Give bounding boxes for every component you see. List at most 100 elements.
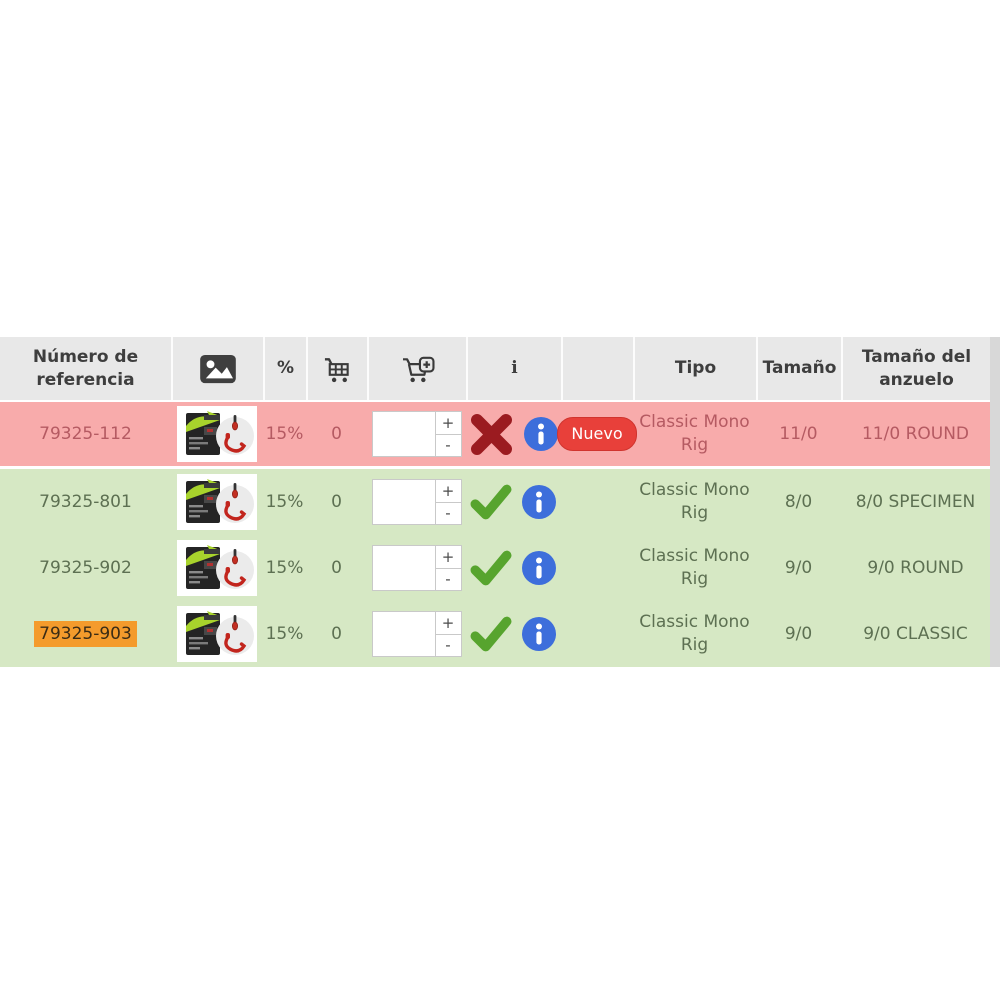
tamano-value: 8/0 [784,491,813,512]
spinner: + - [434,546,461,590]
tamano-cell: 8/0 [756,469,841,535]
quantity-decrement-button[interactable]: - [435,634,461,656]
tamano-cell: 11/0 [756,402,841,466]
reference-value: 79325-112 [39,423,132,444]
highlighted-reference-value: 79325-903 [34,620,137,648]
info-circle-icon[interactable] [523,416,559,452]
thumbnail-cell[interactable] [171,601,263,667]
table-row-79325-903: 79325-903 15% 0 + - Classic Mono Rig 9/0… [0,601,990,667]
tamano-value: 9/0 [784,623,813,644]
header-percent: % [263,337,306,400]
anzuelo-value: 9/0 CLASSIC [863,623,968,644]
tipo-cell: Classic Mono Rig [633,469,756,535]
tamano-cell: 9/0 [756,535,841,601]
table-row-79325-902: 79325-902 15% 0 + - Classic Mono Rig 9/0… [0,535,990,601]
check-icon [470,550,512,586]
quantity-stepper: + - [371,479,462,525]
stock-cell: 0 [306,535,367,601]
tamano-cell: 9/0 [756,601,841,667]
info-label: i [511,358,518,379]
discount-cell: 15% [263,402,306,466]
stock-cell: 0 [306,402,367,466]
quantity-input[interactable] [372,480,435,524]
discount-value: 15% [265,491,304,512]
product-thumbnail [177,406,257,462]
badge-cell [561,535,633,601]
availability-cell [466,601,561,667]
anzuelo-cell: 8/0 SPECIMEN [841,469,990,535]
discount-value: 15% [265,557,304,578]
info-circle-icon[interactable] [521,550,557,586]
product-thumbnail [177,606,257,662]
scrollbar-track[interactable] [990,337,1000,667]
badge-cell [561,469,633,535]
header-badge-column [561,337,633,400]
tipo-value: Classic Mono Rig [639,546,750,589]
quantity-input[interactable] [372,546,435,590]
tipo-label: Tipo [674,358,717,379]
x-icon [469,414,514,455]
spinner: + - [434,412,461,456]
header-cart [306,337,367,400]
quantity-decrement-button[interactable]: - [435,434,461,456]
thumbnail-cell[interactable] [171,535,263,601]
reference-value: 79325-902 [39,557,132,578]
stock-value: 0 [331,623,342,644]
table-header: Número de referencia % i Tipo Tamaño Tam… [0,337,990,400]
product-thumbnail [177,540,257,596]
tamano-label: Tamaño [762,358,837,379]
quantity-increment-button[interactable]: + [435,412,461,435]
cart-plus-icon [400,354,436,383]
discount-cell: 15% [263,469,306,535]
info-circle-icon[interactable] [521,484,557,520]
quantity-decrement-button[interactable]: - [435,568,461,590]
header-tamano: Tamaño [756,337,841,400]
cart-icon [322,354,353,383]
tipo-value: Classic Mono Rig [639,480,750,523]
stock-value: 0 [331,491,342,512]
header-image [171,337,263,400]
tipo-cell: Classic Mono Rig [633,402,756,466]
stock-value: 0 [331,423,342,444]
reference-cell: 79325-903 [0,601,171,667]
thumbnail-cell[interactable] [171,469,263,535]
tipo-cell: Classic Mono Rig [633,601,756,667]
thumbnail-cell[interactable] [171,402,263,466]
discount-value: 15% [265,423,304,444]
quantity-input[interactable] [372,412,435,456]
reference-cell: 79325-112 [0,402,171,466]
quantity-stepper: + - [371,411,462,457]
stock-cell: 0 [306,601,367,667]
tipo-value: Classic Mono Rig [639,412,750,455]
discount-cell: 15% [263,535,306,601]
badge-cell: Nuevo [557,402,637,466]
quantity-increment-button[interactable]: + [435,480,461,503]
reference-cell: 79325-801 [0,469,171,535]
availability-cell [466,402,561,466]
quantity-stepper: + - [371,545,462,591]
header-info: i [466,337,561,400]
header-reference-label: Número de referencia [32,346,139,390]
image-icon [199,354,237,384]
discount-value: 15% [265,623,304,644]
info-circle-icon[interactable] [521,616,557,652]
quantity-increment-button[interactable]: + [435,612,461,635]
tamano-value: 9/0 [784,557,813,578]
anzuelo-value: 8/0 SPECIMEN [855,491,976,512]
quantity-decrement-button[interactable]: - [435,502,461,524]
quantity-increment-button[interactable]: + [435,546,461,569]
quantity-input[interactable] [372,612,435,656]
quantity-cell: + - [367,601,466,667]
check-icon [470,616,512,652]
spinner: + - [434,612,461,656]
anzuelo-value: 11/0 ROUND [861,423,970,444]
header-add-to-cart [367,337,466,400]
anzuelo-label: Tamaño del anzuelo [861,346,972,390]
tipo-value: Classic Mono Rig [639,612,750,655]
anzuelo-cell: 9/0 CLASSIC [841,601,990,667]
spinner: + - [434,480,461,524]
reference-cell: 79325-902 [0,535,171,601]
reference-value: 79325-801 [39,491,132,512]
table-row-79325-112: 79325-112 15% 0 + - Nuevo Classic Mono R… [0,402,990,466]
stock-value: 0 [331,557,342,578]
